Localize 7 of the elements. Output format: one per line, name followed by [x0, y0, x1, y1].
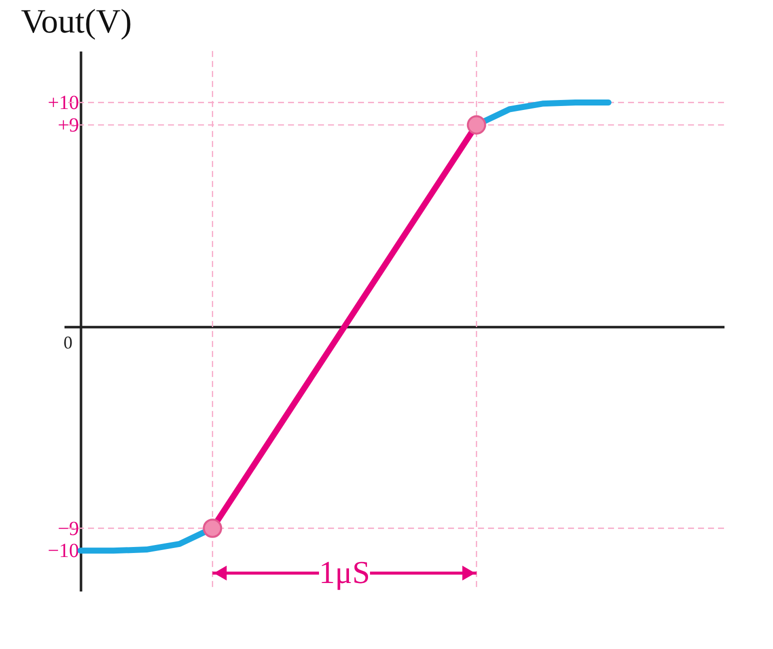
annotation: 0	[64, 332, 72, 353]
y-tick-label: −9	[58, 518, 79, 540]
y-tick-label: +10	[48, 92, 79, 114]
y-axis-title: Vout(V)	[21, 4, 132, 40]
annotation: 1μS	[319, 554, 370, 590]
y-tick-label: +9	[58, 114, 79, 136]
y-tick-label: −10	[48, 540, 79, 562]
